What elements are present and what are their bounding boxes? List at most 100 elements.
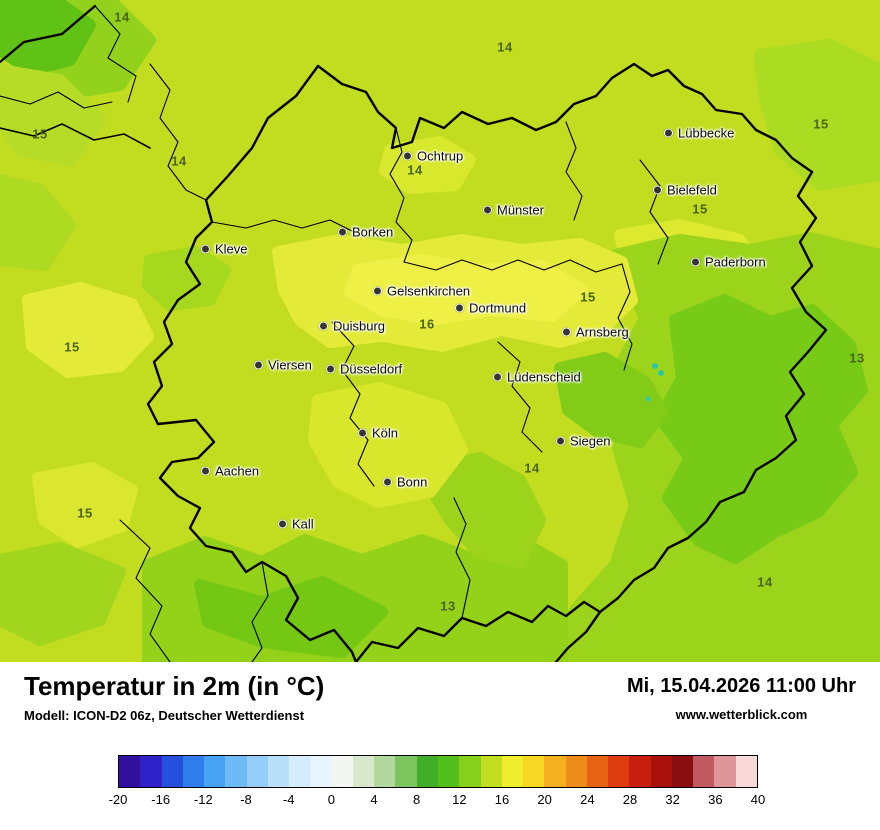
- city-dot-icon: [201, 244, 210, 254]
- legend-color-bar: [118, 755, 758, 788]
- map-regions: [0, 0, 880, 662]
- city-dot-icon: [556, 436, 565, 446]
- legend-color-cell: [289, 756, 311, 787]
- city-ochtrup: Ochtrup: [403, 149, 463, 164]
- legend-color-cell: [331, 756, 353, 787]
- city-bonn: Bonn: [383, 475, 427, 490]
- legend-tick-label: 36: [708, 792, 723, 807]
- city-aachen: Aachen: [201, 464, 259, 479]
- temp-value: 16: [419, 316, 435, 332]
- legend-tick-label: -20: [108, 792, 128, 807]
- legend-tick-label: 16: [494, 792, 510, 807]
- city-dot-icon: [326, 364, 335, 374]
- legend-tick-label: -16: [151, 792, 171, 807]
- city-dot-icon: [653, 185, 662, 195]
- legend-tick-label: 20: [537, 792, 552, 807]
- temp-value: 15: [813, 116, 829, 132]
- city-duisburg: Duisburg: [319, 319, 385, 334]
- temperature-legend: -20 -16 -12 -8 -4 0 4 8 12 16 20 24 28 32 36 40: [109, 755, 766, 810]
- city-dot-icon: [493, 372, 502, 382]
- legend-color-cell: [671, 756, 694, 787]
- city-dot-icon: [201, 466, 210, 476]
- legend-color-cell: [119, 756, 141, 787]
- legend-color-cell: [182, 756, 205, 787]
- temp-value: 14: [497, 39, 513, 55]
- website-label: www.wetterblick.com: [675, 707, 808, 722]
- legend-tick-label: 40: [750, 792, 766, 807]
- temp-value: 14: [171, 153, 187, 169]
- temp-value: 15: [64, 339, 80, 355]
- legend-color-cell: [395, 756, 417, 787]
- page-title: Temperatur in 2m (in °C): [24, 671, 325, 701]
- legend-color-cell: [480, 756, 502, 787]
- city-luebbecke: Lübbecke: [664, 126, 734, 141]
- map-raster: [0, 0, 880, 662]
- city-dot-icon: [358, 428, 367, 438]
- legend-color-cell: [544, 756, 566, 787]
- legend-color-cell: [310, 756, 332, 787]
- legend-color-cell: [650, 756, 672, 787]
- legend-color-cell: [374, 756, 396, 787]
- legend-color-cell: [437, 756, 460, 787]
- model-info: Modell: ICON-D2 06z, Deutscher Wetterdie…: [24, 707, 305, 723]
- legend-color-cell: [267, 756, 290, 787]
- temp-value: 15: [32, 126, 48, 142]
- legend-color-cell: [714, 756, 736, 787]
- temp-value: 14: [114, 9, 130, 25]
- temperature-map: 14 14 15 15 14 14 15 15 16 15 13 14 15 1…: [0, 0, 880, 662]
- city-siegen: Siegen: [556, 434, 610, 449]
- city-bielefeld: Bielefeld: [653, 183, 717, 198]
- city-viersen: Viersen: [254, 358, 312, 373]
- city-gelsenkirchen: Gelsenkirchen: [373, 284, 470, 299]
- city-dot-icon: [278, 519, 287, 529]
- legend-tick-label: -4: [282, 792, 295, 807]
- info-footer: Temperatur in 2m (in °C) Modell: ICON-D2…: [0, 662, 880, 830]
- legend-color-cell: [161, 756, 183, 787]
- legend-color-cell: [459, 756, 481, 787]
- temp-value: 13: [440, 598, 456, 614]
- city-dot-icon: [691, 257, 700, 267]
- legend-color-cell: [693, 756, 715, 787]
- temp-value: 14: [757, 574, 773, 590]
- city-luedenscheid: Lüdenscheid: [493, 370, 581, 385]
- city-dot-icon: [338, 227, 347, 237]
- legend-tick-label: -8: [240, 792, 252, 807]
- city-dot-icon: [562, 327, 571, 337]
- city-paderborn: Paderborn: [691, 255, 766, 270]
- temp-value: 15: [77, 505, 93, 521]
- city-dot-icon: [254, 360, 263, 370]
- temp-value: 14: [524, 460, 540, 476]
- legend-color-cell: [416, 756, 438, 787]
- legend-color-cell: [523, 756, 545, 787]
- legend-color-cell: [501, 756, 524, 787]
- city-dot-icon: [664, 128, 673, 138]
- legend-color-cell: [735, 756, 757, 787]
- legend-color-cell: [140, 756, 162, 787]
- legend-tick-label: 0: [327, 792, 335, 807]
- legend-tick-label: 28: [622, 792, 638, 807]
- legend-tick-label: 12: [452, 792, 467, 807]
- legend-color-cell: [246, 756, 268, 787]
- legend-tick-label: 24: [580, 792, 595, 807]
- footer-right: Mi, 15.04.2026 11:00 Uhr www.wetterblick…: [627, 672, 856, 722]
- city-muenster: Münster: [483, 203, 544, 218]
- legend-color-cell: [565, 756, 587, 787]
- legend-color-cell: [586, 756, 609, 787]
- city-dortmund: Dortmund: [455, 301, 526, 316]
- legend-tick-label: 32: [665, 792, 680, 807]
- temp-value: 13: [849, 350, 865, 366]
- legend-color-cell: [352, 756, 375, 787]
- city-arnsberg: Arnsberg: [562, 325, 629, 340]
- city-dot-icon: [383, 477, 392, 487]
- city-dot-icon: [403, 151, 412, 161]
- city-koeln: Köln: [358, 426, 398, 441]
- city-dot-icon: [483, 205, 492, 215]
- legend-color-cell: [204, 756, 226, 787]
- legend-tick-row: -20 -16 -12 -8 -4 0 4 8 12 16 20 24 28 32 36 40: [109, 792, 766, 810]
- temp-value: 15: [580, 289, 596, 305]
- city-dot-icon: [455, 303, 464, 313]
- legend-color-cell: [629, 756, 651, 787]
- forecast-datetime: Mi, 15.04.2026 11:00 Uhr: [626, 675, 856, 697]
- city-borken: Borken: [338, 225, 393, 240]
